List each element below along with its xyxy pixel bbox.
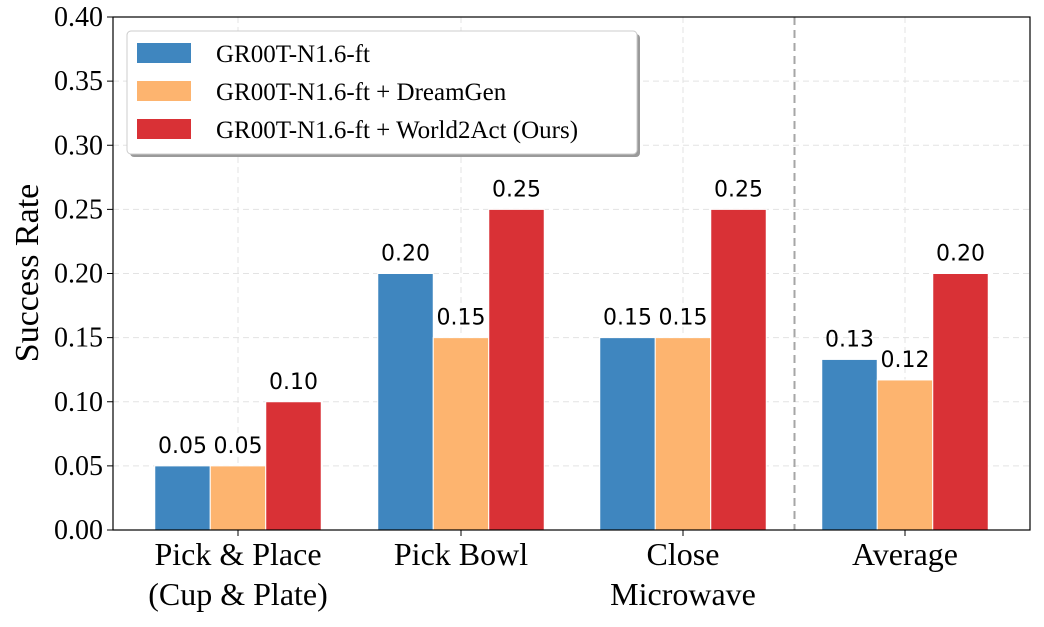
y-tick-label: 0.30 xyxy=(54,130,103,161)
data-label: 0.13 xyxy=(825,327,874,352)
y-tick-label: 0.25 xyxy=(54,194,103,225)
bar xyxy=(265,401,322,531)
bar xyxy=(432,337,490,531)
y-axis-label: Success Rate xyxy=(9,184,46,362)
data-label: 0.15 xyxy=(659,306,708,331)
y-tick-label: 0.40 xyxy=(54,2,103,33)
y-tick-label: 0.20 xyxy=(54,259,103,290)
bar xyxy=(154,465,211,531)
y-tick-label: 0.00 xyxy=(54,515,103,546)
legend-swatch xyxy=(137,119,191,139)
data-label: 0.05 xyxy=(214,434,263,459)
legend-label: GR00T-N1.6-ft + World2Act (Ours) xyxy=(216,117,578,144)
y-tick-label: 0.05 xyxy=(54,451,103,482)
data-label: 0.25 xyxy=(492,177,541,202)
legend-box xyxy=(126,30,638,155)
y-tick-label: 0.15 xyxy=(54,323,103,354)
y-tick-label: 0.35 xyxy=(54,66,103,97)
data-label: 0.05 xyxy=(158,434,207,459)
bar xyxy=(821,358,878,531)
legend-swatch xyxy=(137,43,191,63)
x-tick-label: Average xyxy=(852,536,958,572)
bar xyxy=(599,337,656,531)
x-tick-label: Pick & Place (Cup & Plate) xyxy=(148,536,328,612)
legend-label: GR00T-N1.6-ft + DreamGen xyxy=(216,79,507,106)
x-tick-label: Close Microwave xyxy=(610,536,756,612)
bar xyxy=(710,208,767,531)
x-tick-label: Pick Bowl xyxy=(394,536,528,572)
axes: 0.00 0.05 0.10 0.15 0.20 0.25 0.30 0.35 0.40 Pick… xyxy=(54,2,1031,612)
data-labels: 0.05 0.20 0.15 0.13 0.05 0.15 0.15 0.12 0.10 0.25… xyxy=(158,177,985,459)
legend: GR00T-N1.6-ft GR00T-N1.6-ft + DreamGen GR0… xyxy=(126,30,640,157)
data-label: 0.25 xyxy=(714,177,763,202)
bar xyxy=(488,208,545,531)
data-label: 0.10 xyxy=(269,370,318,395)
plot-frame xyxy=(112,16,1031,531)
bar xyxy=(209,465,267,531)
legend-label: GR00T-N1.6-ft xyxy=(216,41,370,68)
bar xyxy=(654,337,712,531)
legend-swatch xyxy=(137,81,191,101)
data-label: 0.15 xyxy=(437,306,486,331)
bar xyxy=(932,273,989,531)
bar xyxy=(876,379,934,531)
data-label: 0.20 xyxy=(936,242,985,267)
data-label: 0.20 xyxy=(381,242,430,267)
data-label: 0.15 xyxy=(603,306,652,331)
data-label: 0.12 xyxy=(881,348,930,373)
bar xyxy=(377,273,434,531)
y-tick-label: 0.10 xyxy=(54,387,103,418)
bars xyxy=(154,208,989,531)
